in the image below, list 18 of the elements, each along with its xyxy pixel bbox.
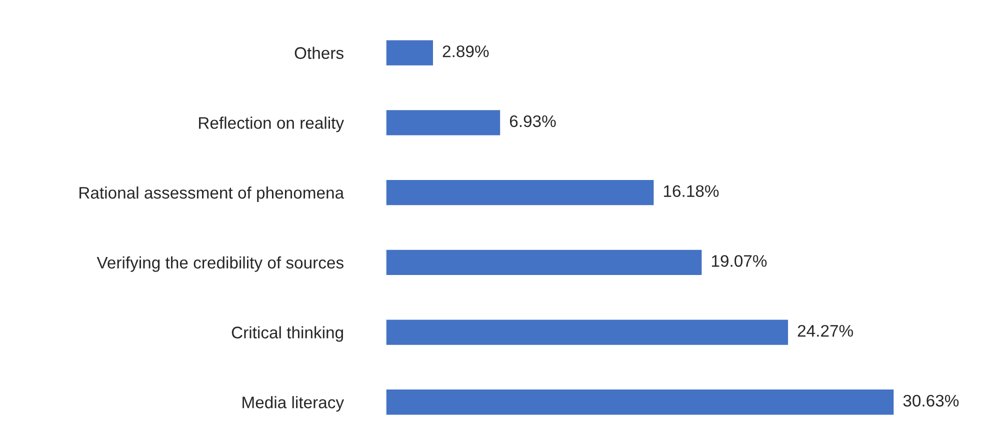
data-label: 6.93% xyxy=(510,115,556,128)
bar xyxy=(386,388,896,416)
bar xyxy=(386,248,704,276)
data-label: 19.07% xyxy=(712,255,767,267)
data-label: 16.18% xyxy=(664,185,719,197)
data-label: 30.63% xyxy=(903,394,959,407)
y-tick-label: Rational assessment of phenomena xyxy=(80,186,344,202)
y-tick-label: Critical thinking xyxy=(232,326,343,342)
y-tick-label: Verifying the credibility of sources xyxy=(96,256,344,272)
bar xyxy=(386,38,434,67)
bar xyxy=(386,178,656,206)
y-tick-label: Media literacy xyxy=(242,396,344,412)
y-tick-label: Reflection on reality xyxy=(199,116,344,132)
bar xyxy=(386,318,790,346)
y-tick-label: Others xyxy=(294,46,344,59)
bar xyxy=(386,108,502,137)
data-label: 24.27% xyxy=(798,324,853,337)
data-label: 2.89% xyxy=(442,45,489,58)
